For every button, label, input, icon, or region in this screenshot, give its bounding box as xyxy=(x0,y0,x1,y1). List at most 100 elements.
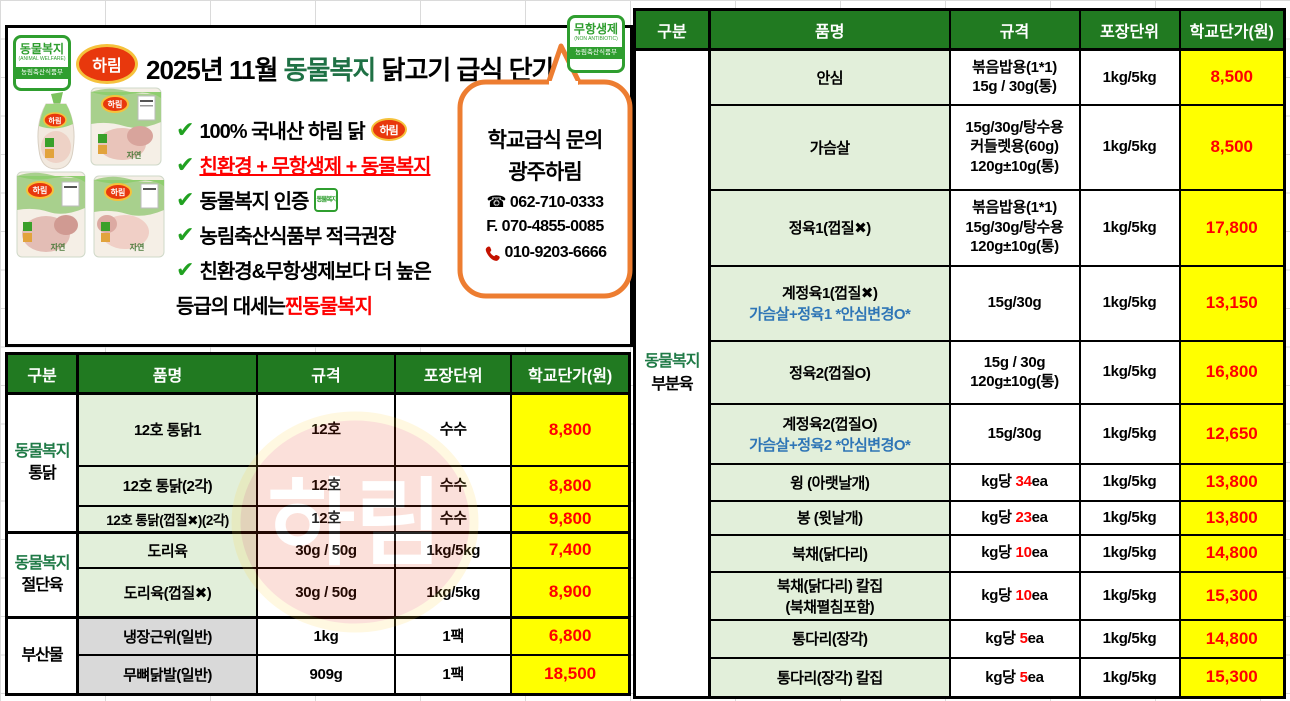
pack-cell[interactable]: 1kg/5kg xyxy=(1078,618,1181,659)
pack-cell[interactable]: 1kg/5kg xyxy=(1078,264,1181,342)
spec-cell[interactable]: kg당 5ea xyxy=(948,618,1081,659)
pack-cell[interactable]: 1kg/5kg xyxy=(1078,188,1181,267)
product-name-cell[interactable]: 도리육(껍질✖) xyxy=(76,566,258,619)
product-name-cell[interactable]: 봉 (윗날개) xyxy=(708,499,951,536)
pack-cell[interactable]: 수수 xyxy=(394,392,513,467)
product-name-cell[interactable]: 북채(닭다리) 칼집 (북채펼침포함) xyxy=(708,570,951,621)
product-name-cell[interactable]: 12호 통닭(껍질✖)(2각) xyxy=(76,504,258,534)
spec-cell[interactable]: 15g/30g xyxy=(948,264,1081,342)
col-header-product[interactable]: 품명 xyxy=(76,352,258,395)
price-cell[interactable]: 16,800 xyxy=(1178,339,1286,405)
product-name-cell[interactable]: 12호 통닭(2각) xyxy=(76,464,258,507)
spec-cell[interactable]: kg당 34ea xyxy=(948,462,1081,502)
left-price-table: 구분 품명 규격 포장단위 학교단가(원) 동물복지 통닭 12호 통닭1 12호… xyxy=(5,352,631,696)
pack-cell[interactable]: 수수 xyxy=(394,464,513,507)
spec-cell[interactable]: kg당 10ea xyxy=(948,533,1081,573)
spec-cell[interactable]: 15g / 30g 120g±10g(통) xyxy=(948,339,1081,405)
price-cell[interactable]: 14,800 xyxy=(1178,618,1286,659)
col-header-group[interactable]: 구분 xyxy=(5,352,80,395)
pack-cell[interactable]: 수수 xyxy=(394,504,513,534)
price-cell[interactable]: 8,900 xyxy=(510,566,631,619)
price-cell[interactable]: 13,150 xyxy=(1178,264,1286,342)
pack-cell[interactable]: 1kg/5kg xyxy=(1078,103,1181,191)
table-row: 계정육2(껍질O) 가슴살+정육2 *안심변경O* 15g/30g 1kg/5kg… xyxy=(635,402,1286,465)
group-cell[interactable]: 동물복지 절단육 xyxy=(5,531,80,619)
spec-cell[interactable]: 909g xyxy=(255,653,397,696)
price-cell[interactable]: 13,800 xyxy=(1178,499,1286,536)
product-name-cell[interactable]: 무뼈닭발(일반) xyxy=(76,653,258,696)
pack-cell[interactable]: 1kg/5kg xyxy=(1078,499,1181,536)
col-header-price[interactable]: 학교단가(원) xyxy=(510,352,631,395)
spec-cell[interactable]: 30g / 50g xyxy=(255,566,397,619)
spec-cell[interactable]: 볶음밥용(1*1) 15g/30g/탕수용 120g±10g(통) xyxy=(948,188,1081,267)
check-icon: ✔ xyxy=(176,151,194,177)
spec-cell[interactable]: kg당 23ea xyxy=(948,499,1081,536)
group-cell[interactable]: 동물복지 통닭 xyxy=(5,392,80,534)
product-name-cell[interactable]: 냉장근위(일반) xyxy=(76,616,258,656)
col-header-spec[interactable]: 규격 xyxy=(255,352,397,395)
spec-cell[interactable]: 12호 xyxy=(255,504,397,534)
product-name-cell[interactable]: 정육2(껍질O) xyxy=(708,339,951,405)
pack-cell[interactable]: 1팩 xyxy=(394,653,513,696)
pack-cell[interactable]: 1kg/5kg xyxy=(1078,533,1181,573)
price-cell[interactable]: 15,300 xyxy=(1178,656,1286,699)
col-header-spec[interactable]: 규격 xyxy=(948,8,1081,51)
spec-cell[interactable]: 12호 xyxy=(255,464,397,507)
spec-cell[interactable]: kg당 5ea xyxy=(948,656,1081,699)
price-cell[interactable]: 7,400 xyxy=(510,531,631,569)
badge-subtitle: (ANIMAL WELFARE) xyxy=(18,56,66,62)
product-name-cell[interactable]: 윙 (아랫날개) xyxy=(708,462,951,502)
col-header-pack[interactable]: 포장단위 xyxy=(394,352,513,395)
pack-cell[interactable]: 1kg/5kg xyxy=(1078,339,1181,405)
col-header-product[interactable]: 품명 xyxy=(708,8,951,51)
product-name-cell[interactable]: 가슴살 xyxy=(708,103,951,191)
badge-name: 동물복지 xyxy=(19,42,65,56)
product-name-cell[interactable]: 계정육2(껍질O) 가슴살+정육2 *안심변경O* xyxy=(708,402,951,465)
pack-cell[interactable]: 1kg/5kg xyxy=(394,566,513,619)
product-name-cell[interactable]: 도리육 xyxy=(76,531,258,569)
feature-text: 100% 국내산 하림 닭 xyxy=(199,121,365,143)
pack-cell[interactable]: 1kg/5kg xyxy=(1078,48,1181,106)
spec-cell[interactable]: 15g/30g xyxy=(948,402,1081,465)
pack-cell[interactable]: 1kg/5kg xyxy=(1078,402,1181,465)
spec-cell[interactable]: 30g / 50g xyxy=(255,531,397,569)
spec-cell[interactable]: 15g/30g/탕수용 커들렛용(60g) 120g±10g(통) xyxy=(948,103,1081,191)
price-cell[interactable]: 17,800 xyxy=(1178,188,1286,267)
product-name-cell[interactable]: 계정육1(껍질✖) 가슴살+정육1 *안심변경O* xyxy=(708,264,951,342)
group-cell[interactable]: 동물복지 부분육 xyxy=(633,48,711,699)
pack-cell[interactable]: 1팩 xyxy=(394,616,513,656)
price-cell[interactable]: 8,500 xyxy=(1178,48,1286,106)
product-name-cell[interactable]: 정육1(껍질✖) xyxy=(708,188,951,267)
check-icon: ✔ xyxy=(176,116,194,142)
col-header-pack[interactable]: 포장단위 xyxy=(1078,8,1181,51)
harim-logo-text: 하림 xyxy=(92,58,122,75)
product-name-cell[interactable]: 12호 통닭1 xyxy=(76,392,258,467)
spec-cell[interactable]: 12호 xyxy=(255,392,397,467)
product-name-cell[interactable]: 통다리(장각) xyxy=(708,618,951,659)
spec-cell[interactable]: kg당 10ea xyxy=(948,570,1081,621)
price-cell[interactable]: 8,800 xyxy=(510,464,631,507)
spec-cell[interactable]: 1kg xyxy=(255,616,397,656)
product-name-cell[interactable]: 안심 xyxy=(708,48,951,106)
group-cell[interactable]: 부산물 xyxy=(5,616,80,696)
price-cell[interactable]: 8,800 xyxy=(510,392,631,467)
price-cell[interactable]: 13,800 xyxy=(1178,462,1286,502)
product-name-cell[interactable]: 북채(닭다리) xyxy=(708,533,951,573)
pack-cell[interactable]: 1kg/5kg xyxy=(1078,656,1181,699)
price-cell[interactable]: 9,800 xyxy=(510,504,631,534)
price-cell[interactable]: 6,800 xyxy=(510,616,631,656)
product-name-cell[interactable]: 통다리(장각) 칼집 xyxy=(708,656,951,699)
price-cell[interactable]: 15,300 xyxy=(1178,570,1286,621)
group-label-line1: 동물복지 xyxy=(14,442,71,460)
pack-cell[interactable]: 1kg/5kg xyxy=(394,531,513,569)
pack-cell[interactable]: 1kg/5kg xyxy=(1078,462,1181,502)
price-cell[interactable]: 12,650 xyxy=(1178,402,1286,465)
pack-cell[interactable]: 1kg/5kg xyxy=(1078,570,1181,621)
col-header-price[interactable]: 학교단가(원) xyxy=(1178,8,1286,51)
col-header-group[interactable]: 구분 xyxy=(633,8,711,51)
price-cell[interactable]: 18,500 xyxy=(510,653,631,696)
svg-text:하림: 하림 xyxy=(108,99,123,109)
spec-cell[interactable]: 볶음밥용(1*1) 15g / 30g(통) xyxy=(948,48,1081,106)
price-cell[interactable]: 8,500 xyxy=(1178,103,1286,191)
price-cell[interactable]: 14,800 xyxy=(1178,533,1286,573)
